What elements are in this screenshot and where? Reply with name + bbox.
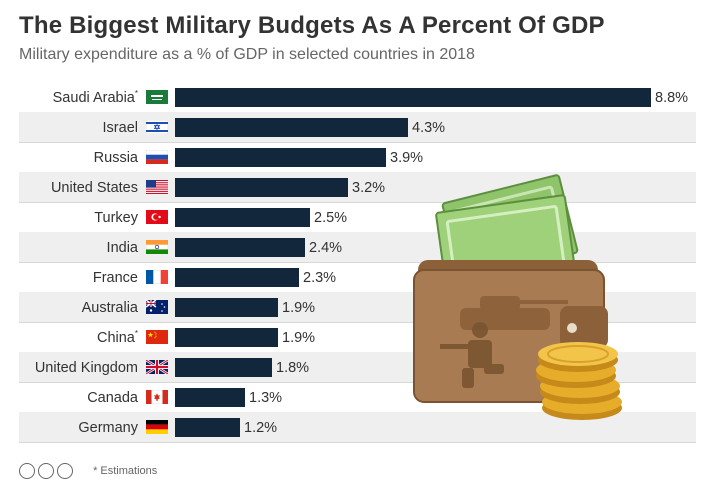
chart-subtitle: Military expenditure as a % of GDP in se… — [19, 46, 475, 63]
bar — [175, 298, 278, 317]
category-label-text: Russia — [93, 150, 138, 166]
by-icon — [38, 463, 54, 479]
bar — [175, 328, 278, 347]
bar — [175, 118, 408, 137]
category-label: India — [107, 233, 138, 263]
value-label: 1.8% — [276, 360, 310, 376]
category-label-text: Germany — [78, 420, 138, 436]
category-label: Canada — [87, 383, 138, 413]
row-divider — [19, 262, 696, 263]
bar — [175, 388, 245, 407]
category-label: France — [93, 263, 138, 293]
row-stripe — [19, 232, 696, 262]
category-label-text: United States — [50, 180, 138, 196]
category-label-text: Turkey — [94, 210, 138, 226]
category-label: Australia — [82, 293, 138, 323]
bar — [175, 238, 305, 257]
united-states-flag-icon — [146, 180, 168, 194]
turkey-flag-icon — [146, 210, 168, 224]
germany-flag-icon — [146, 420, 168, 434]
value-label: 8.8% — [655, 90, 689, 106]
wallet-money-illustration-icon — [413, 174, 622, 420]
france-flag-icon — [146, 270, 168, 284]
bar — [175, 268, 299, 287]
category-label: United States — [51, 173, 138, 203]
bar — [175, 148, 386, 167]
row-stripe — [19, 172, 696, 202]
saudi-arabia-flag-icon — [146, 90, 168, 104]
chart-title: The Biggest Military Budgets As A Percen… — [19, 12, 605, 39]
value-label: 2.4% — [309, 240, 343, 256]
estimate-marker: * — [134, 329, 138, 339]
category-label: United Kingdom — [35, 353, 138, 383]
value-label: 3.2% — [352, 180, 386, 196]
estimate-marker: * — [134, 89, 138, 99]
australia-flag-icon — [146, 300, 168, 314]
category-label-text: Canada — [87, 390, 138, 406]
nd-icon — [57, 463, 73, 479]
bar — [175, 418, 240, 437]
bar — [175, 88, 651, 107]
value-label: 1.9% — [282, 330, 316, 346]
value-label: 3.9% — [390, 150, 424, 166]
value-label: 1.9% — [282, 300, 316, 316]
israel-flag-icon — [146, 120, 168, 134]
row-divider — [19, 382, 696, 383]
category-label: Israel — [103, 113, 138, 143]
category-label-text: India — [106, 240, 138, 256]
bar — [175, 208, 310, 227]
bar — [175, 358, 272, 377]
category-label-text: Israel — [102, 120, 138, 136]
category-label: Saudi Arabia* — [53, 83, 138, 113]
footer-note: * Estimations — [93, 464, 158, 477]
value-label: 1.2% — [244, 420, 278, 436]
category-label-text: France — [92, 270, 138, 286]
category-label: Turkey — [94, 203, 138, 233]
footer: * Estimations — [19, 463, 157, 479]
category-label-text: Saudi Arabia — [52, 90, 135, 106]
category-label-text: United Kingdom — [34, 360, 138, 376]
value-label: 4.3% — [412, 120, 446, 136]
category-label: China* — [97, 323, 138, 353]
bar — [175, 178, 348, 197]
row-divider — [19, 322, 696, 323]
category-label-text: Australia — [81, 300, 138, 316]
china-flag-icon — [146, 330, 168, 344]
category-label: Germany — [78, 413, 138, 443]
row-divider — [19, 442, 696, 443]
canada-flag-icon — [146, 390, 168, 404]
value-label: 2.5% — [314, 210, 348, 226]
row-divider — [19, 142, 696, 143]
row-divider — [19, 202, 696, 203]
value-label: 2.3% — [303, 270, 337, 286]
cc-icon — [19, 463, 35, 479]
united-kingdom-flag-icon — [146, 360, 168, 374]
category-label-text: China — [96, 330, 135, 346]
russia-flag-icon — [146, 150, 168, 164]
category-label: Russia — [94, 143, 138, 173]
india-flag-icon — [146, 240, 168, 254]
value-label: 1.3% — [249, 390, 283, 406]
